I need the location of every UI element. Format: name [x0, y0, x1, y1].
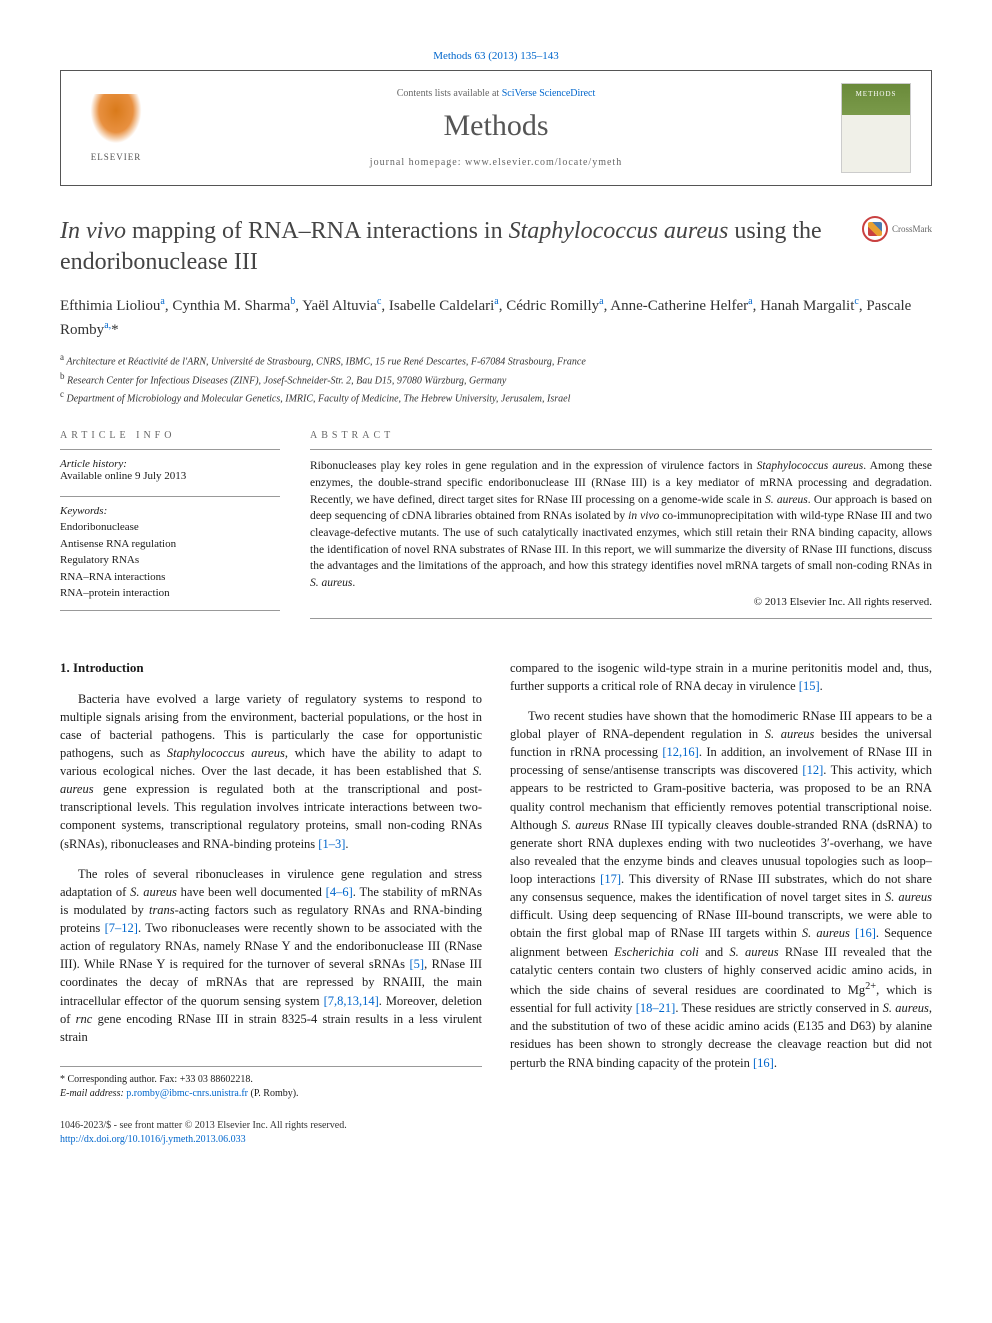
footer-issn: 1046-2023/$ - see front matter © 2013 El… [60, 1119, 932, 1133]
history-label: Article history: [60, 458, 280, 470]
journal-name: Methods [151, 109, 841, 143]
citation-header: Methods 63 (2013) 135–143 [60, 50, 932, 62]
crossmark-widget[interactable]: CrossMark [862, 216, 932, 242]
body-paragraph: compared to the isogenic wild-type strai… [510, 659, 932, 695]
title-mid: mapping of RNA–RNA interactions in [126, 218, 509, 244]
affiliation-item: a Architecture et Réactivité de l'ARN, U… [60, 351, 932, 369]
affiliation-item: c Department of Microbiology and Molecul… [60, 388, 932, 406]
sciencedirect-link[interactable]: SciVerse ScienceDirect [502, 88, 596, 99]
homepage-url[interactable]: www.elsevier.com/locate/ymeth [465, 157, 622, 168]
keyword-item: Endoribonuclease [60, 519, 280, 536]
keywords-label: Keywords: [60, 505, 280, 517]
contents-prefix: Contents lists available at [397, 88, 502, 99]
crossmark-icon [862, 216, 888, 242]
homepage-prefix: journal homepage: [370, 157, 465, 168]
contents-line: Contents lists available at SciVerse Sci… [151, 88, 841, 99]
elsevier-logo: ELSEVIER [81, 88, 151, 168]
footnote-email-label: E-mail address: [60, 1088, 126, 1099]
authors-list: Efthimia Liolioua, Cynthia M. Sharmab, Y… [60, 294, 932, 341]
title-italic-1: In vivo [60, 218, 126, 244]
footnote-email-person: (P. Romby). [248, 1088, 299, 1099]
footer-doi-link[interactable]: http://dx.doi.org/10.1016/j.ymeth.2013.0… [60, 1134, 246, 1145]
abstract-text: Ribonucleases play key roles in gene reg… [310, 449, 932, 591]
affiliation-item: b Research Center for Infectious Disease… [60, 370, 932, 388]
page-footer: 1046-2023/$ - see front matter © 2013 El… [60, 1119, 932, 1147]
elsevier-tree-icon [86, 94, 146, 149]
body-right-column: compared to the isogenic wild-type strai… [510, 659, 932, 1101]
keyword-item: Antisense RNA regulation [60, 536, 280, 553]
keyword-item: RNA–RNA interactions [60, 569, 280, 586]
corresponding-email-link[interactable]: p.romby@ibmc-cnrs.unistra.fr [126, 1088, 248, 1099]
body-paragraph: The roles of several ribonucleases in vi… [60, 865, 482, 1046]
journal-cover-thumbnail [841, 83, 911, 173]
elsevier-label: ELSEVIER [91, 152, 142, 162]
abstract-column: ABSTRACT Ribonucleases play key roles in… [310, 430, 932, 628]
body-paragraph: Bacteria have evolved a large variety of… [60, 690, 482, 853]
title-italic-2: Staphylococcus aureus [509, 218, 729, 244]
homepage-line: journal homepage: www.elsevier.com/locat… [151, 157, 841, 168]
section-1-heading: 1. Introduction [60, 659, 482, 678]
abstract-header: ABSTRACT [310, 430, 932, 441]
keyword-item: RNA–protein interaction [60, 585, 280, 602]
body-left-column: 1. Introduction Bacteria have evolved a … [60, 659, 482, 1101]
journal-header-box: ELSEVIER Contents lists available at Sci… [60, 70, 932, 186]
history-value: Available online 9 July 2013 [60, 470, 280, 482]
body-paragraph: Two recent studies have shown that the h… [510, 707, 932, 1072]
footnote-corresponding: Corresponding author. Fax: +33 03 886022… [65, 1074, 253, 1085]
body-two-columns: 1. Introduction Bacteria have evolved a … [60, 659, 932, 1101]
corresponding-author-footnote: * Corresponding author. Fax: +33 03 8860… [60, 1066, 482, 1101]
crossmark-label: CrossMark [892, 224, 932, 234]
article-info-column: ARTICLE INFO Article history: Available … [60, 430, 280, 628]
article-info-header: ARTICLE INFO [60, 430, 280, 441]
article-title: In vivo mapping of RNA–RNA interactions … [60, 216, 862, 278]
affiliations-list: a Architecture et Réactivité de l'ARN, U… [60, 351, 932, 406]
abstract-copyright: © 2013 Elsevier Inc. All rights reserved… [310, 596, 932, 608]
keyword-item: Regulatory RNAs [60, 552, 280, 569]
